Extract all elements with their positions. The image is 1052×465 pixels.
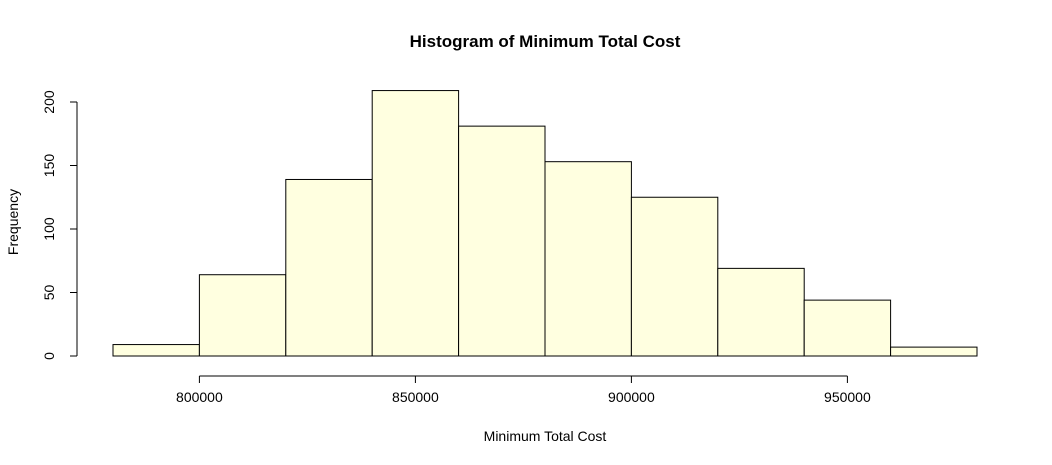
bars-group [112, 90, 978, 357]
x-tick-label: 800000 [176, 389, 223, 405]
histogram-bar [112, 344, 200, 357]
histogram-bar [544, 161, 632, 357]
histogram-bar [630, 196, 719, 357]
x-axis-label: Minimum Total Cost [484, 428, 607, 444]
y-tick-label: 50 [41, 285, 57, 301]
x-axis: 800000 850000 900000 950000 [176, 375, 871, 405]
x-tick-label: 900000 [608, 389, 655, 405]
x-tick-label: 850000 [392, 389, 439, 405]
histogram-bar [458, 125, 546, 357]
chart-title: Histogram of Minimum Total Cost [410, 32, 681, 51]
histogram-bar [803, 299, 892, 357]
histogram-bar [717, 267, 805, 357]
x-tick-label: 950000 [824, 389, 871, 405]
y-axis: 0 50 100 150 200 [41, 90, 78, 360]
y-tick-label: 150 [41, 154, 57, 178]
histogram-bar [198, 274, 287, 357]
y-tick-label: 100 [41, 217, 57, 241]
histogram-bar [890, 346, 978, 357]
y-axis-label: Frequency [5, 189, 21, 255]
y-tick-label: 200 [41, 90, 57, 114]
y-tick-label: 0 [41, 352, 57, 360]
histogram-bar [371, 90, 460, 357]
histogram-bar [285, 178, 373, 357]
